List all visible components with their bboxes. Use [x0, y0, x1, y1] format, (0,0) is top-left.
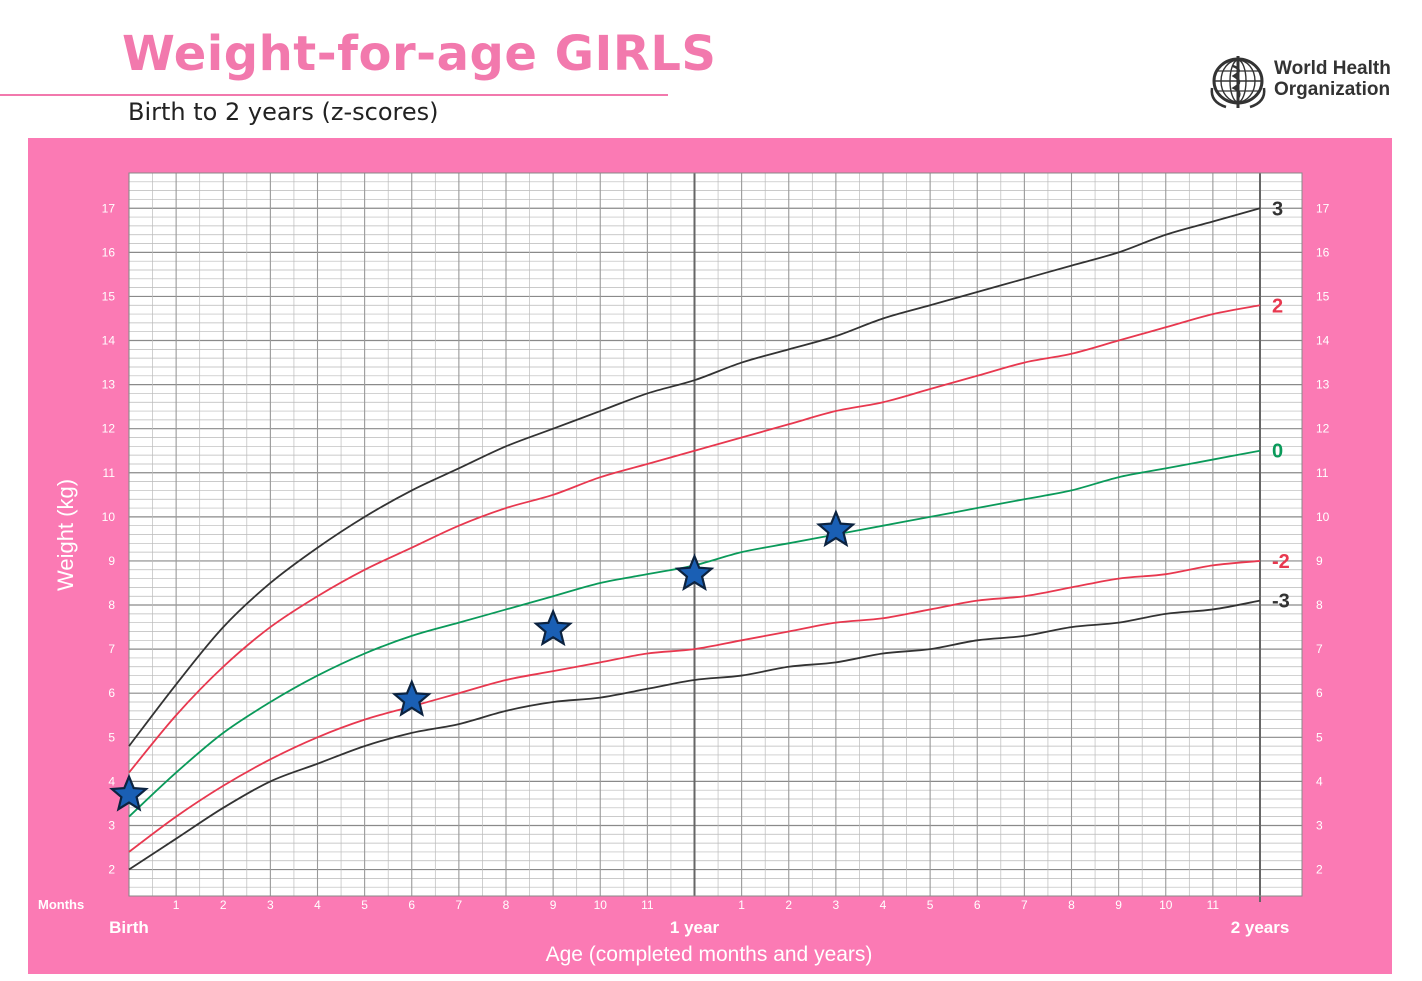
- star-marker: [533, 608, 573, 647]
- x-tick-label: 8: [503, 898, 510, 912]
- y-tick-label-right: 17: [1316, 201, 1330, 215]
- curve-label-z-2: 2: [1272, 295, 1283, 317]
- y-tick-label-left: 6: [108, 686, 115, 700]
- measurement-markers: [109, 509, 856, 812]
- y-tick-label-right: 5: [1316, 730, 1323, 744]
- x-tick-label: 4: [880, 898, 887, 912]
- x-tick-label: 1: [738, 898, 745, 912]
- x-tick-label: 10: [594, 898, 608, 912]
- curve-label-z-minus3: -3: [1272, 591, 1290, 613]
- y-tick-label-left: 8: [108, 598, 115, 612]
- y-tick-label-right: 4: [1316, 774, 1323, 788]
- x-tick-label: 5: [361, 898, 368, 912]
- x-tick-label: 8: [1068, 898, 1075, 912]
- x-unit-label: Months: [38, 897, 84, 912]
- curve-z-2: [128, 304, 1261, 774]
- y-tick-label-right: 14: [1316, 334, 1330, 348]
- x-tick-label: 3: [267, 898, 274, 912]
- y-tick-label-right: 16: [1316, 245, 1330, 259]
- x-tick-label: 2: [785, 898, 792, 912]
- y-tick-label-left: 12: [102, 422, 116, 436]
- x-tick-label: 9: [1115, 898, 1122, 912]
- y-tick-label-right: 13: [1316, 378, 1330, 392]
- curve-z-minus3: [128, 599, 1261, 871]
- x-tick-label-major: Birth: [109, 918, 149, 937]
- y-tick-label-left: 2: [108, 863, 115, 877]
- curve-label-z-3: 3: [1272, 198, 1283, 220]
- y-tick-label-left: 3: [108, 818, 115, 832]
- y-tick-label-right: 9: [1316, 554, 1323, 568]
- grid: [128, 172, 1302, 897]
- x-tick-label: 11: [1207, 898, 1220, 912]
- y-tick-label-right: 10: [1316, 510, 1330, 524]
- star-marker: [674, 553, 715, 592]
- y-tick-label-left: 17: [102, 201, 116, 215]
- y-tick-label-left: 4: [108, 774, 115, 788]
- x-tick-label-major: 2 years: [1231, 918, 1290, 937]
- y-tick-label-left: 5: [108, 730, 115, 744]
- y-tick-label-right: 7: [1316, 642, 1323, 656]
- y-tick-label-right: 6: [1316, 686, 1323, 700]
- star-marker: [816, 509, 856, 548]
- y-tick-label-left: 16: [102, 245, 116, 259]
- y-tick-label-left: 11: [103, 466, 116, 480]
- who-emblem-icon: [1210, 56, 1266, 109]
- x-tick-label: 5: [927, 898, 934, 912]
- title-divider: [0, 94, 668, 96]
- x-tick-label: 10: [1159, 898, 1173, 912]
- x-tick-label: 6: [974, 898, 981, 912]
- x-tick-label: 3: [833, 898, 840, 912]
- y-tick-label-left: 13: [102, 378, 116, 392]
- y-tick-label-right: 2: [1316, 863, 1323, 877]
- x-tick-label: 2: [220, 898, 227, 912]
- curve-z-minus2: [128, 560, 1261, 853]
- y-tick-label-right: 15: [1316, 289, 1330, 303]
- x-tick-label-major: 1 year: [670, 918, 720, 937]
- x-tick-label: 6: [408, 898, 415, 912]
- who-wordmark: World Health Organization: [1274, 58, 1391, 100]
- y-axis-title: Weight (kg): [53, 479, 78, 591]
- y-tick-label-right: 8: [1316, 598, 1323, 612]
- y-tick-label-right: 11: [1316, 466, 1329, 480]
- y-tick-label-left: 15: [102, 289, 116, 303]
- page-subtitle: Birth to 2 years (z-scores): [128, 98, 439, 126]
- y-tick-label-right: 12: [1316, 422, 1330, 436]
- page-title: Weight-for-age GIRLS: [122, 26, 717, 82]
- y-tick-label-left: 14: [102, 334, 116, 348]
- x-tick-label: 4: [314, 898, 321, 912]
- x-tick-label: 7: [456, 898, 463, 912]
- curve-z-3: [128, 207, 1261, 747]
- star-marker: [109, 773, 149, 812]
- x-axis-title: Age (completed months and years): [546, 943, 873, 966]
- y-tick-label-right: 3: [1316, 818, 1323, 832]
- y-tick-label-left: 10: [102, 510, 116, 524]
- x-tick-label: 1: [173, 898, 180, 912]
- curve-label-z-minus2: -2: [1272, 551, 1290, 573]
- y-tick-label-left: 7: [108, 642, 115, 656]
- org-name-line2: Organization: [1274, 79, 1391, 100]
- who-logo: World Health Organization: [1208, 52, 1408, 112]
- x-tick-label: 9: [550, 898, 557, 912]
- y-tick-label-left: 9: [108, 554, 115, 568]
- plot-border: [128, 172, 1303, 897]
- star-marker: [391, 678, 432, 717]
- x-tick-label: 11: [641, 898, 654, 912]
- x-tick-label: 7: [1021, 898, 1028, 912]
- curve-label-z-0: 0: [1272, 441, 1283, 463]
- org-name-line1: World Health: [1274, 58, 1391, 79]
